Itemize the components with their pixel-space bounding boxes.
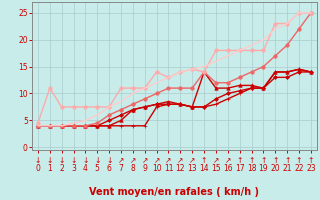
Text: ↗: ↗: [141, 156, 148, 165]
Text: ↓: ↓: [59, 156, 65, 165]
Text: ↓: ↓: [94, 156, 100, 165]
Text: ↑: ↑: [272, 156, 278, 165]
Text: ↗: ↗: [213, 156, 219, 165]
Text: ↑: ↑: [248, 156, 255, 165]
Text: ↗: ↗: [225, 156, 231, 165]
Text: ↑: ↑: [201, 156, 207, 165]
Text: ↗: ↗: [118, 156, 124, 165]
Text: ↓: ↓: [106, 156, 112, 165]
X-axis label: Vent moyen/en rafales ( km/h ): Vent moyen/en rafales ( km/h ): [89, 187, 260, 197]
Text: ↗: ↗: [165, 156, 172, 165]
Text: ↑: ↑: [308, 156, 314, 165]
Text: ↑: ↑: [260, 156, 267, 165]
Text: ↗: ↗: [130, 156, 136, 165]
Text: ↑: ↑: [236, 156, 243, 165]
Text: ↓: ↓: [82, 156, 89, 165]
Text: ↗: ↗: [177, 156, 184, 165]
Text: ↓: ↓: [47, 156, 53, 165]
Text: ↓: ↓: [70, 156, 77, 165]
Text: ↑: ↑: [296, 156, 302, 165]
Text: ↗: ↗: [153, 156, 160, 165]
Text: ↓: ↓: [35, 156, 41, 165]
Text: ↑: ↑: [284, 156, 290, 165]
Text: ↗: ↗: [189, 156, 196, 165]
